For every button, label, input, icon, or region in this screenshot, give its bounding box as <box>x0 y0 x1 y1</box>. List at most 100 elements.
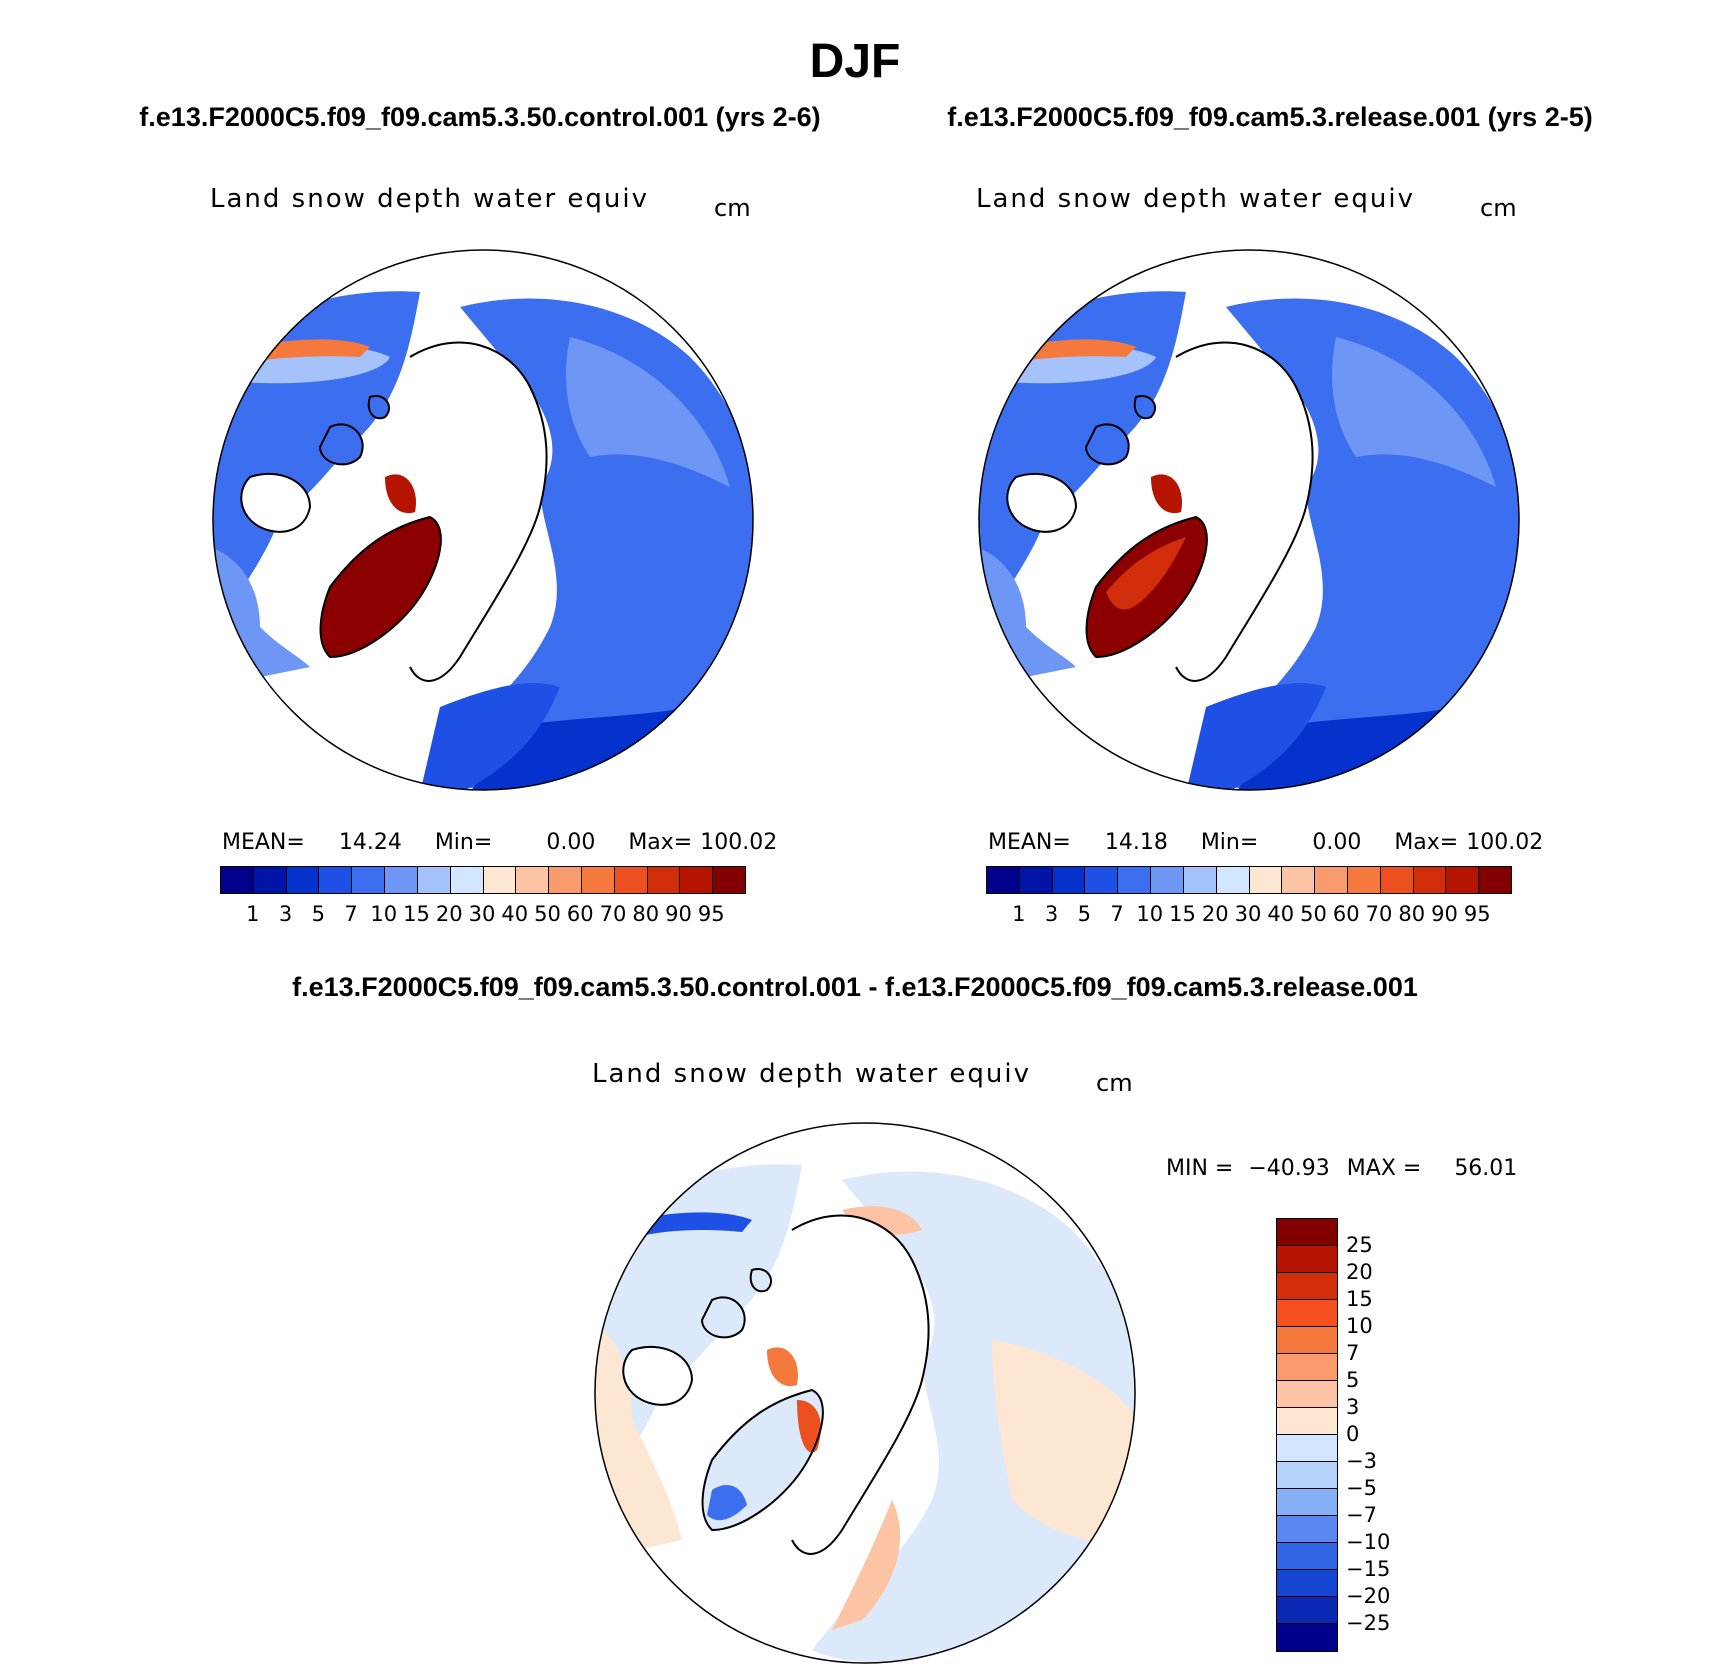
panel-1-mean-label: MEAN= <box>222 830 305 855</box>
panel-2-case-title: f.e13.F2000C5.f09_f09.cam5.3.release.001… <box>947 102 1593 132</box>
panel-1-units: cm <box>714 194 751 222</box>
colorbar-swatch <box>516 867 550 893</box>
colorbar-tick-label: 15 <box>1169 902 1196 926</box>
panel-1-mean-value: 14.24 <box>338 830 402 855</box>
panel-2-min-value: 0.00 <box>1312 830 1362 855</box>
colorbar-tick-label: 90 <box>1431 902 1458 926</box>
colorbar-swatch <box>1277 1246 1337 1273</box>
colorbar-swatch <box>713 867 745 893</box>
colorbar-swatch <box>1277 1354 1337 1381</box>
colorbar-swatch <box>1282 867 1316 893</box>
colorbar-tick-label: 5 <box>311 902 325 926</box>
colorbar-swatch <box>450 867 484 893</box>
colorbar-swatch <box>1277 1516 1337 1543</box>
panel-2-mean-value: 14.18 <box>1104 830 1168 855</box>
panel-2-colorbar <box>986 866 1512 894</box>
colorbar-tick-label: −20 <box>1346 1584 1391 1608</box>
colorbar-tick-label: 30 <box>468 902 496 926</box>
difference-title: f.e13.F2000C5.f09_f09.cam5.3.50.control.… <box>292 972 1418 1002</box>
colorbar-swatch <box>1277 1273 1337 1300</box>
colorbar-swatch <box>1413 867 1447 893</box>
panel-1-colorbar <box>220 866 746 894</box>
colorbar-tick-label: 10 <box>370 902 398 926</box>
colorbar-swatch <box>1277 1597 1337 1624</box>
colorbar-tick-label: 20 <box>435 902 463 926</box>
colorbar-swatch <box>680 867 714 893</box>
colorbar-tick-label: 50 <box>1300 902 1327 926</box>
colorbar-swatch <box>1277 1408 1337 1435</box>
colorbar-swatch <box>1277 1570 1337 1597</box>
panel-2-mean-label: MEAN= <box>988 830 1071 855</box>
panel-2-max-value: 100.02 <box>1466 830 1544 855</box>
colorbar-swatch <box>1118 867 1152 893</box>
diff-max-label: MAX = <box>1346 1156 1422 1181</box>
colorbar-tick-label: 80 <box>632 902 660 926</box>
panel-1-min-value: 0.00 <box>546 830 596 855</box>
colorbar-tick-label: 70 <box>599 902 627 926</box>
colorbar-tick-label: 80 <box>1398 902 1426 926</box>
colorbar-swatch <box>253 867 287 893</box>
panel-2-min-label: Min= <box>1200 830 1259 855</box>
polar-map-release <box>978 249 1520 791</box>
colorbar-tick-label: 25 <box>1346 1233 1373 1257</box>
colorbar-swatch <box>483 867 517 893</box>
colorbar-swatch <box>221 867 254 893</box>
colorbar-tick-label: 60 <box>1332 902 1360 926</box>
colorbar-tick-label: 1 <box>1012 902 1026 926</box>
colorbar-tick-label: 20 <box>1201 902 1229 926</box>
panel-1-max-label: Max= <box>628 830 693 855</box>
colorbar-swatch <box>1183 867 1217 893</box>
colorbar-tick-label: −3 <box>1346 1449 1377 1473</box>
panel-1-variable-name: Land snow depth water equiv <box>210 184 649 214</box>
colorbar-tick-label: 3 <box>1346 1395 1360 1419</box>
colorbar-tick-label: 3 <box>1044 902 1059 926</box>
diff-variable-name: Land snow depth water equiv <box>592 1059 1031 1089</box>
colorbar-swatch <box>1277 1489 1337 1516</box>
colorbar-swatch <box>1380 867 1414 893</box>
colorbar-swatch <box>417 867 451 893</box>
colorbar-tick-label: 0 <box>1346 1422 1360 1446</box>
colorbar-swatch <box>1315 867 1348 893</box>
colorbar-tick-label: 50 <box>534 902 561 926</box>
colorbar-swatch <box>1277 1543 1337 1570</box>
colorbar-tick-label: 70 <box>1365 902 1393 926</box>
colorbar-tick-label: 90 <box>665 902 692 926</box>
diff-minmax: MIN = −40.93 MAX = 56.01 <box>1166 1156 1517 1181</box>
colorbar-tick-label: 7 <box>1346 1341 1360 1365</box>
colorbar-swatch <box>1446 867 1480 893</box>
colorbar-tick-label: 40 <box>501 902 529 926</box>
colorbar-swatch <box>1277 1462 1337 1489</box>
colorbar-swatch <box>1249 867 1283 893</box>
colorbar-swatch <box>286 867 320 893</box>
colorbar-swatch <box>614 867 648 893</box>
colorbar-tick-label: 15 <box>403 902 430 926</box>
colorbar-tick-label: 60 <box>566 902 594 926</box>
colorbar-swatch <box>1085 867 1119 893</box>
colorbar-swatch <box>1277 1219 1337 1246</box>
diff-units: cm <box>1096 1069 1133 1097</box>
diff-colorbar <box>1276 1218 1338 1652</box>
colorbar-tick-label: −5 <box>1346 1476 1377 1500</box>
colorbar-swatch <box>1277 1435 1337 1462</box>
panel-2-stats: MEAN= 14.18 Min= 0.00 Max= 100.02 <box>988 830 1543 855</box>
diff-max-value: 56.01 <box>1454 1156 1518 1181</box>
colorbar-swatch <box>1479 867 1511 893</box>
polar-map-difference <box>594 1122 1136 1664</box>
colorbar-tick-label: 30 <box>1234 902 1262 926</box>
colorbar-swatch <box>1216 867 1250 893</box>
colorbar-tick-label: −15 <box>1346 1557 1391 1581</box>
colorbar-swatch <box>1277 1381 1337 1408</box>
colorbar-swatch <box>1151 867 1184 893</box>
colorbar-tick-label: 5 <box>1346 1368 1360 1392</box>
colorbar-swatch <box>1019 867 1053 893</box>
colorbar-swatch <box>581 867 615 893</box>
colorbar-tick-label: 7 <box>344 902 358 926</box>
panel-2-units: cm <box>1480 194 1517 222</box>
colorbar-tick-label: −7 <box>1346 1503 1377 1527</box>
colorbar-swatch <box>1052 867 1086 893</box>
panel-2-max-label: Max= <box>1394 830 1459 855</box>
panel-1-stats: MEAN= 14.24 Min= 0.00 Max= 100.02 <box>222 830 777 855</box>
colorbar-swatch <box>987 867 1020 893</box>
diff-min-label: MIN = <box>1166 1156 1234 1181</box>
colorbar-tick-label: 10 <box>1346 1314 1373 1338</box>
